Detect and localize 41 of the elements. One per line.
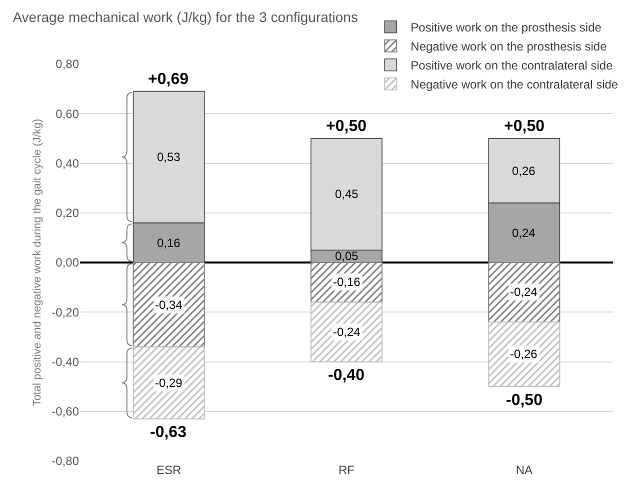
data-label: 0,05	[335, 249, 359, 263]
y-tick-label: -0,60	[52, 404, 80, 419]
bar	[132, 346, 205, 420]
data-label: -0,34	[155, 298, 183, 312]
y-tick-label: 0,00	[56, 256, 80, 270]
annotation: +0,69	[148, 71, 189, 88]
legend-label: Positive work on the prosthesis side	[410, 20, 602, 35]
data-label: 0,45	[335, 187, 359, 201]
data-label: -0,24	[510, 285, 538, 299]
data-label: 0,16	[157, 236, 181, 250]
x-tick-label: RF	[338, 463, 354, 477]
chart-title: Average mechanical work (J/kg) for the 3 configurations	[12, 9, 358, 26]
annotation: -0,63	[150, 424, 187, 441]
annotation: +0,50	[504, 118, 545, 135]
x-tick-label: NA	[516, 463, 533, 477]
bar	[132, 262, 205, 348]
bar	[310, 302, 383, 362]
data-label: -0,26	[510, 347, 538, 361]
y-tick-label: -0,80	[52, 454, 80, 468]
data-label: -0,24	[333, 325, 361, 339]
annotation: -0,40	[328, 367, 365, 384]
y-tick-label: 0,80	[56, 57, 80, 72]
data-label: 0,24	[512, 226, 536, 240]
data-label: 0,26	[512, 164, 536, 178]
y-tick-label: 0,40	[56, 156, 80, 170]
x-tick-label: ESR	[156, 463, 182, 477]
y-tick-label: 0,60	[56, 106, 80, 121]
y-tick-label: -0,40	[52, 354, 80, 369]
legend-label: Negative work on the prosthesis side	[410, 40, 607, 54]
y-axis-title: Total positive and negative work during the gait cycle (J/kg)	[31, 118, 44, 406]
bar	[488, 322, 560, 388]
data-label: -0,29	[155, 376, 183, 390]
annotation: -0,50	[506, 392, 543, 409]
y-tick-label: -0,20	[52, 305, 80, 320]
legend-label: Negative work on the contralateral side	[410, 78, 618, 92]
annotation: +0,50	[326, 118, 367, 135]
bar	[488, 262, 560, 323]
y-tick-label: 0,20	[56, 206, 80, 220]
data-label: 0,53	[157, 150, 181, 164]
legend-label: Positive work on the contralateral side	[410, 58, 613, 73]
data-label: -0,16	[333, 275, 361, 289]
